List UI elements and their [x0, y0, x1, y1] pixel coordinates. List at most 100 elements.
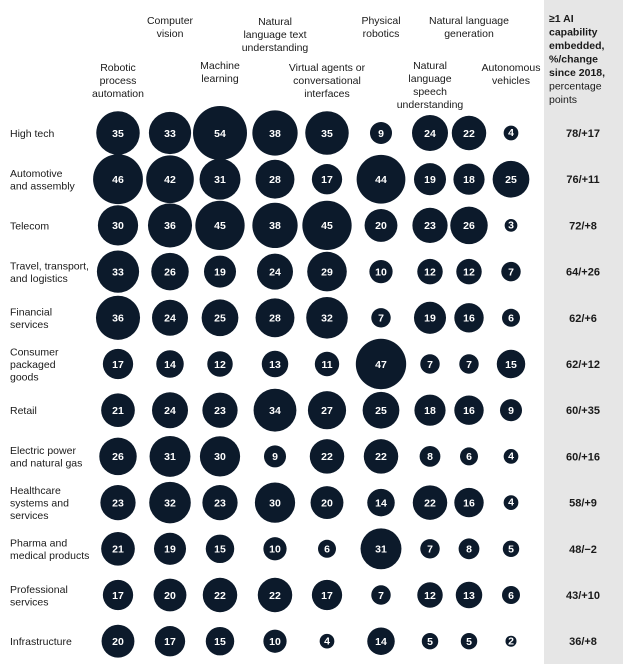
bubble-value-label: 22 — [321, 451, 333, 463]
column-header-line: Natural — [413, 60, 447, 72]
bubble-value-label: 25 — [214, 313, 226, 325]
bubble — [253, 388, 297, 432]
bubble — [154, 626, 186, 657]
row-label-line: Infrastructure — [10, 636, 72, 648]
bubble — [369, 259, 393, 284]
column-header-line: Machine — [200, 60, 240, 72]
bubble-value-label: 31 — [375, 544, 387, 556]
bubble-value-label: 20 — [375, 220, 387, 232]
bubble-value-label: 17 — [112, 359, 124, 371]
row-label-line: Automotive — [10, 168, 63, 180]
bubble — [502, 308, 520, 327]
row-label-line: Consumer — [10, 347, 59, 359]
bubble-value-label: 47 — [375, 359, 387, 371]
column-header-line: process — [100, 75, 137, 87]
bubble-value-label: 9 — [272, 451, 278, 463]
bubble-value-label: 20 — [321, 497, 333, 509]
bubble-value-label: 25 — [505, 174, 517, 186]
bubble-value-label: 35 — [321, 128, 333, 140]
bubble — [454, 487, 484, 518]
bubble — [149, 435, 191, 477]
bubble-value-label: 13 — [269, 359, 281, 371]
bubble — [202, 484, 238, 521]
bubble-value-label: 6 — [508, 590, 514, 602]
row-label: Consumer packaged goods — [10, 347, 59, 384]
bubble-value-label: 12 — [424, 266, 436, 278]
bubble — [502, 540, 520, 558]
bubble-value-label: 23 — [214, 405, 226, 417]
column-header-line: speech — [413, 86, 447, 98]
bubble — [362, 391, 400, 429]
bubble-value-label: 5 — [427, 636, 433, 648]
bubble — [503, 125, 519, 141]
row-label-line: Electric power — [10, 445, 76, 457]
bubble-value-label: 33 — [164, 128, 176, 140]
column-header-7: Natural language speech understanding — [397, 60, 464, 111]
bubble-value-label: 15 — [214, 636, 226, 648]
bubble-value-label: 17 — [321, 174, 333, 186]
bubble-value-label: 7 — [427, 544, 433, 556]
bubble-value-label: 30 — [269, 497, 281, 509]
bubble — [152, 392, 188, 429]
bubble-value-label: 12 — [463, 266, 475, 278]
bubble-value-label: 42 — [164, 174, 176, 186]
bubble-value-label: 8 — [466, 544, 472, 556]
chart-row: Pharma and medical products 21 19 15 10 6 31 7 8 5… — [10, 528, 597, 570]
bubble-value-label: 32 — [321, 313, 333, 325]
bubble-value-label: 10 — [375, 266, 387, 278]
bubble — [205, 534, 235, 564]
bubble-value-label: 9 — [378, 128, 384, 140]
bubble-value-label: 7 — [508, 266, 514, 278]
summary-header-line: %/change — [549, 54, 598, 66]
bubble — [252, 202, 298, 249]
bubble-value-label: 45 — [214, 220, 226, 232]
bubble-value-label: 22 — [214, 590, 226, 602]
row-label-line: Financial — [10, 307, 52, 319]
bubble — [417, 258, 443, 285]
row-label-line: Pharma and — [10, 538, 67, 550]
bubble — [203, 255, 237, 288]
bubble-value-label: 16 — [463, 497, 475, 509]
bubble — [318, 539, 336, 558]
bubble — [152, 299, 188, 336]
bubble — [420, 539, 440, 559]
bubble-value-label: 26 — [112, 451, 124, 463]
bubble — [502, 586, 520, 604]
chart-row: Travel, transport, and logistics 33 26 19 24 2… — [10, 250, 600, 293]
summary-value: 43/+10 — [566, 590, 600, 602]
bubble — [363, 439, 399, 474]
bubble-value-label: 24 — [164, 405, 176, 417]
column-header-line: learning — [201, 73, 239, 85]
bubble — [95, 295, 141, 340]
bubble-value-label: 10 — [269, 544, 281, 556]
column-header-8: Natural language generation — [429, 15, 509, 40]
bubble — [156, 350, 184, 378]
bubble — [306, 297, 348, 339]
bubble — [369, 121, 393, 145]
row-label-line: services — [10, 319, 49, 331]
bubble — [310, 486, 344, 520]
bubble — [257, 253, 293, 290]
row-label-line: Professional — [10, 584, 68, 596]
row-label: Financial services — [10, 307, 52, 332]
bubble — [102, 348, 134, 380]
summary-value: 62/+12 — [566, 359, 600, 371]
bubble — [96, 250, 140, 293]
column-header-line: vision — [157, 28, 184, 40]
column-header-line: conversational — [293, 75, 361, 87]
row-label-line: packaged — [10, 359, 56, 371]
bubble — [360, 528, 402, 570]
bubble-value-label: 17 — [164, 636, 176, 648]
bubble — [414, 394, 446, 426]
bubble — [307, 391, 347, 430]
row-label: High tech — [10, 128, 55, 140]
bubble-value-label: 21 — [112, 405, 124, 417]
chart-row: Retail 21 24 23 34 27 25 18 16 9 60/+35 — [10, 388, 600, 432]
bubble — [101, 531, 135, 566]
summary-value: 64/+26 — [566, 267, 600, 279]
bubble — [419, 446, 441, 467]
bubble — [499, 399, 523, 422]
bubble — [412, 115, 448, 151]
bubble — [261, 350, 289, 378]
